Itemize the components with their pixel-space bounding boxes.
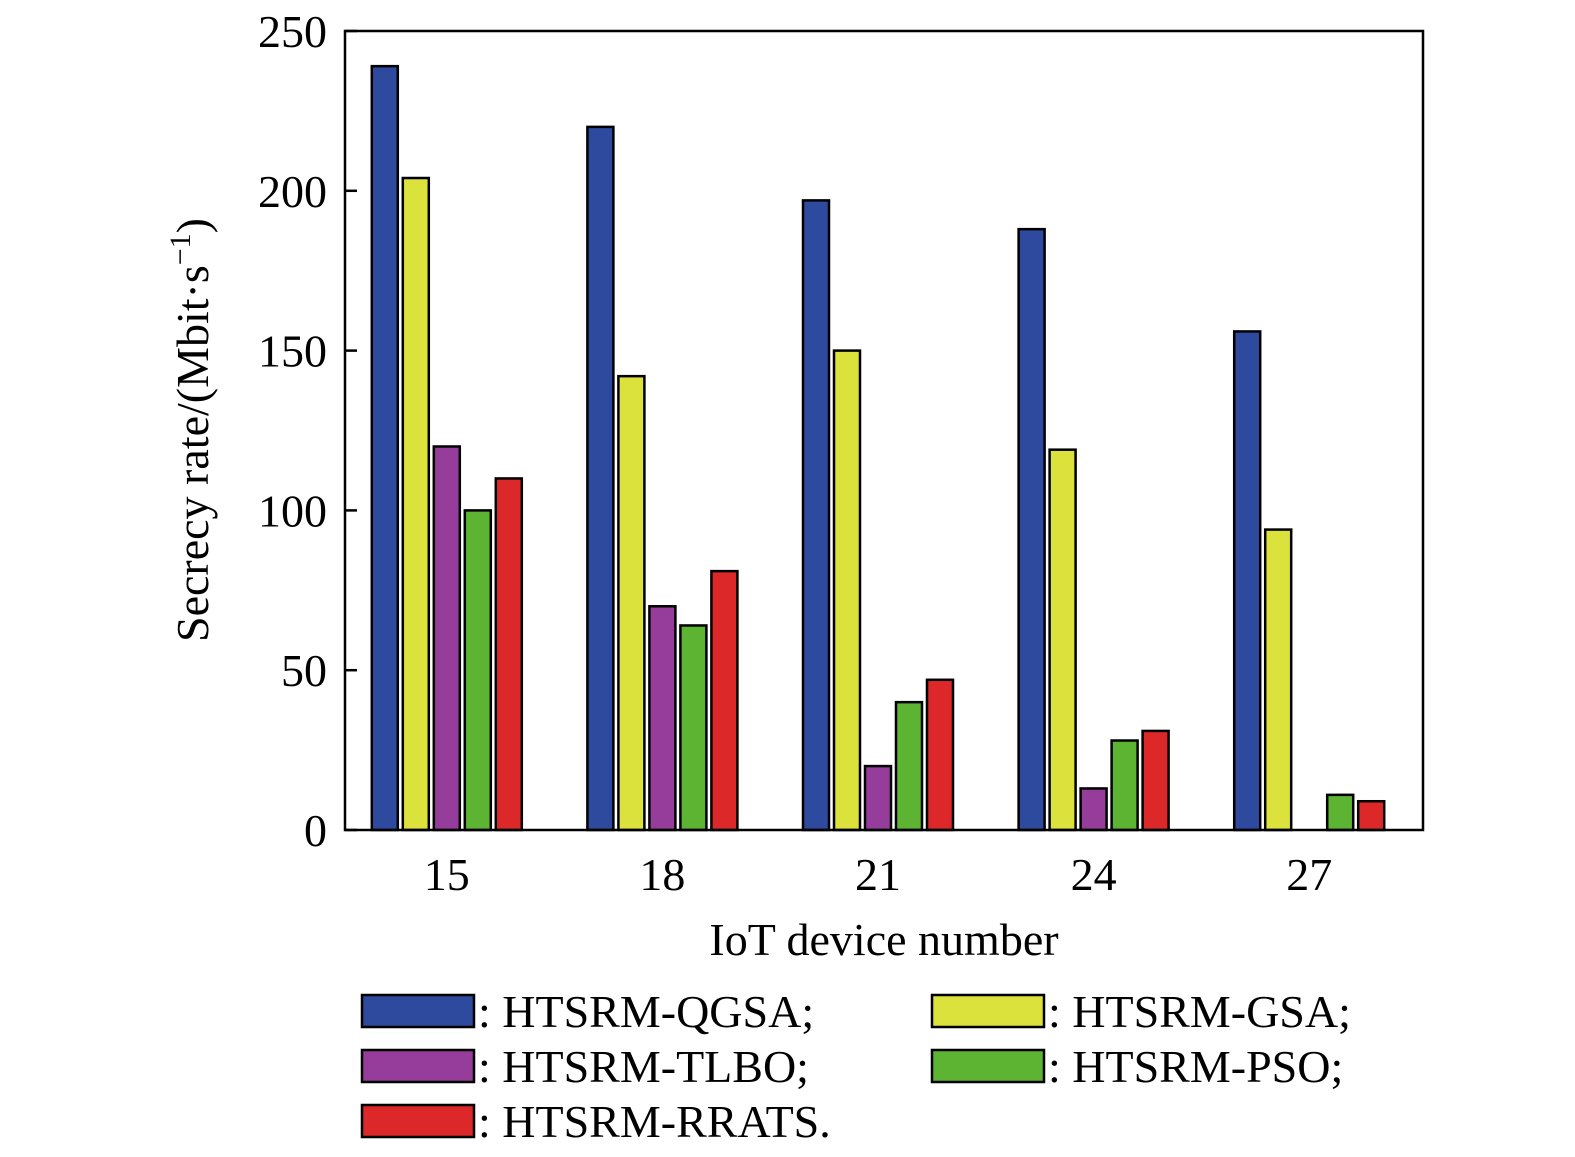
bar-htsrm-gsa-18 (617, 374, 646, 832)
x-tick-label: 18 (639, 849, 685, 900)
legend-swatch-htsrm-qgsa (360, 993, 476, 1029)
bar-htsrm-rrats-21 (925, 678, 955, 832)
y-axis-title-main: Secrecy rate/(Mbit·s (167, 265, 218, 642)
legend-label-htsrm-tlbo: : HTSRM-TLBO; (478, 1041, 809, 1092)
legend-label-htsrm-pso: : HTSRM-PSO; (1048, 1041, 1343, 1092)
x-tick-label: 24 (1071, 849, 1117, 900)
x-tick-label: 21 (855, 849, 901, 900)
y-tick-label: 100 (258, 485, 327, 536)
bar-htsrm-rrats-24 (1141, 729, 1170, 832)
x-tick-label: 27 (1286, 849, 1332, 900)
legend: : HTSRM-QGSA;: HTSRM-GSA;: HTSRM-TLBO;: … (360, 986, 1351, 1147)
y-axis-title: Secrecy rate/(Mbit·s−1) (164, 218, 218, 642)
y-axis-title-end: ) (167, 218, 218, 233)
bar-htsrm-pso-15 (463, 509, 493, 832)
y-tick-label: 50 (281, 645, 327, 696)
bar-htsrm-rrats-18 (710, 569, 739, 832)
y-tick-label: 200 (258, 166, 327, 217)
bar-htsrm-rrats-27 (1356, 799, 1386, 832)
bar-htsrm-qgsa-18 (586, 125, 615, 832)
legend-label-htsrm-rrats: : HTSRM-RRATS. (478, 1096, 831, 1147)
bar-htsrm-tlbo-24 (1079, 787, 1108, 832)
bar-htsrm-tlbo-18 (648, 605, 677, 832)
bar-htsrm-gsa-21 (832, 349, 862, 832)
y-axis: 0 50 100 150 200 250 (258, 6, 357, 856)
bar-htsrm-rrats-15 (494, 477, 524, 832)
y-axis-title-superscript: −1 (164, 233, 197, 265)
legend-label-htsrm-qgsa: : HTSRM-QGSA; (478, 986, 814, 1037)
x-axis: 15 18 21 24 27 (424, 849, 1332, 900)
bar-htsrm-gsa-27 (1263, 528, 1293, 832)
legend-label-htsrm-gsa: : HTSRM-GSA; (1048, 986, 1351, 1037)
y-tick-label: 250 (258, 6, 327, 57)
bar-htsrm-qgsa-21 (801, 199, 831, 832)
bar-htsrm-pso-27 (1325, 793, 1355, 832)
bar-htsrm-gsa-15 (401, 176, 431, 832)
bar-htsrm-qgsa-15 (370, 64, 400, 832)
bar-htsrm-pso-24 (1110, 739, 1139, 832)
plot-frame (343, 29, 1425, 832)
legend-swatch-htsrm-rrats (360, 1103, 476, 1139)
bars-group (370, 64, 1386, 832)
bar-htsrm-qgsa-27 (1232, 330, 1262, 832)
legend-swatch-htsrm-tlbo (360, 1048, 476, 1084)
bar-htsrm-gsa-24 (1048, 448, 1077, 832)
bar-htsrm-tlbo-15 (432, 445, 462, 832)
y-tick-label: 150 (258, 326, 327, 377)
x-axis-title: IoT device number (709, 914, 1058, 965)
bar-htsrm-pso-18 (679, 624, 708, 832)
x-tick-label: 15 (424, 849, 470, 900)
legend-swatch-htsrm-gsa (930, 993, 1046, 1029)
bar-htsrm-qgsa-24 (1017, 227, 1046, 832)
y-tick-label: 0 (304, 805, 327, 856)
bar-htsrm-tlbo-21 (863, 764, 893, 832)
legend-swatch-htsrm-pso (930, 1048, 1046, 1084)
bar-htsrm-pso-21 (894, 700, 924, 832)
